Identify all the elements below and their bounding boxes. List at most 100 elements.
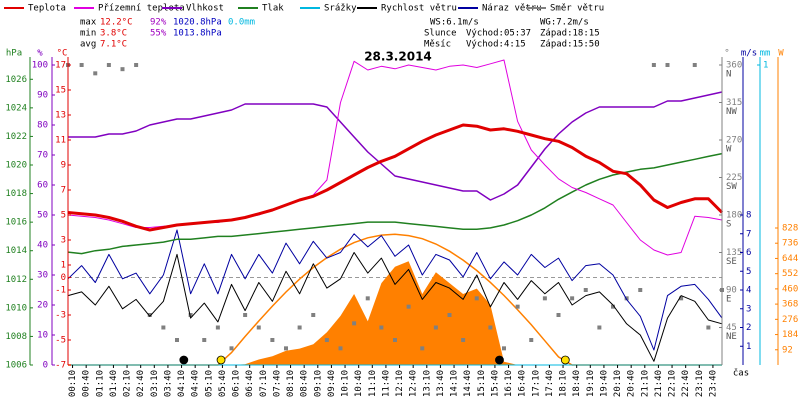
wind-direction-point (134, 63, 139, 67)
compass-label: W (726, 145, 732, 155)
x-tick-label: 10:40 (354, 370, 364, 397)
wind-direction-point (256, 325, 261, 330)
compass-label: S (726, 220, 731, 230)
y-tick-label: 92 (782, 345, 793, 355)
wind-direction-point (542, 296, 547, 301)
wind-direction-point (324, 338, 329, 342)
y-tick-label: 1006 (5, 361, 27, 371)
wind-direction-point (188, 313, 193, 317)
x-tick-label: 19:10 (586, 370, 596, 397)
x-tick-label: 16:40 (518, 370, 528, 397)
x-tick-label: 14:40 (463, 370, 473, 397)
wind-direction-point (692, 63, 697, 67)
sun-label: Slunce (424, 29, 457, 39)
series-line (67, 152, 723, 255)
legend-label: Vlhkost (186, 4, 224, 14)
y-tick-label: 1010 (5, 303, 27, 313)
x-tick-label: 15:40 (490, 370, 500, 397)
legend-label: Rychlost větru (381, 4, 457, 14)
wind-direction-point (270, 338, 275, 342)
wind-direction-point (393, 338, 397, 342)
x-tick-label: 05:10 (204, 370, 214, 397)
x-tick-label: 16:10 (504, 370, 514, 397)
legend-label: Přízemní teplota (98, 4, 185, 14)
y-tick-label: 1018 (5, 189, 27, 199)
x-tick-label: 23:40 (708, 370, 718, 397)
stat-label: avg (80, 40, 96, 50)
stat-t: 7.1°C (100, 40, 127, 50)
wind-direction-point (706, 325, 711, 330)
x-tick-label: 20:10 (613, 370, 623, 397)
y-tick-label: 17 (55, 61, 66, 71)
y-tick-label: 8 (746, 211, 751, 221)
y-tick-label: 13 (55, 111, 66, 121)
moon-marker (179, 355, 189, 365)
y-tick-label: 80 (37, 121, 48, 131)
compass-label: N (726, 70, 731, 80)
y-tick-label: 5 (746, 267, 751, 277)
wind-direction-point (611, 304, 615, 309)
y-tick-label: 1014 (5, 246, 27, 256)
y-tick-label: 2 (746, 323, 751, 333)
series-line (68, 91, 723, 201)
y-tick-label: 270 (726, 136, 742, 146)
x-tick-label: 12:40 (409, 370, 419, 397)
x-tick-label: 21:10 (640, 370, 650, 397)
wind-direction-point (624, 296, 629, 301)
wind-direction-point (175, 338, 179, 342)
moon-label: Měsíc (424, 40, 451, 50)
wind-direction-point (229, 346, 234, 351)
x-tick-label: 17:40 (545, 370, 555, 397)
y-tick-label: 225 (726, 173, 742, 183)
y-tick-label: 30 (37, 271, 48, 281)
stat-p: 1013.8hPa (173, 29, 222, 39)
x-tick-label: 10:10 (341, 370, 351, 397)
wind-direction-point (284, 346, 288, 351)
x-tick-label: 09:10 (313, 370, 323, 397)
y-tick-label: 135 (726, 248, 742, 258)
y-tick-label: 10 (37, 331, 48, 341)
y-tick-label: 15 (55, 86, 66, 96)
sun-rise: 05:37 (504, 29, 531, 39)
wind-direction-point (79, 63, 84, 67)
wind-direction-point (447, 313, 452, 317)
x-tick-label: 17:10 (531, 370, 541, 397)
y-tick-label: -5 (55, 336, 66, 346)
x-tick-label: 18:40 (572, 370, 582, 397)
y-tick-label: 1 (763, 61, 768, 71)
moon-rise: 4:15 (504, 40, 526, 50)
y-tick-label: 1 (61, 261, 66, 271)
axis-unit: °C (57, 49, 68, 59)
wind-direction-point (243, 313, 248, 317)
legend-label: Tlak (262, 4, 284, 14)
x-tick-label: 23:10 (695, 370, 705, 397)
stat-h: 55% (150, 29, 167, 39)
compass-label: SE (726, 257, 737, 267)
series-line (67, 252, 723, 362)
compass-label: E (726, 295, 731, 305)
y-tick-label: 40 (37, 241, 48, 251)
x-tick-label: 07:10 (259, 370, 269, 397)
wind-direction-point (202, 338, 207, 342)
x-tick-label: 01:40 (109, 370, 119, 397)
compass-label: SW (726, 182, 737, 192)
y-tick-label: 3 (746, 304, 751, 314)
x-tick-label: 21:40 (654, 370, 664, 397)
wind-direction-point (147, 313, 152, 317)
x-tick-label: 19:40 (599, 370, 609, 397)
y-tick-label: 736 (782, 239, 798, 249)
wind-direction-point (556, 313, 561, 317)
wind-direction-point (488, 325, 493, 330)
x-tick-label: 03:40 (163, 370, 173, 397)
legend-label: Směr větru (550, 4, 604, 14)
wind-direction-point (433, 325, 438, 330)
x-tick-label: 08:10 (286, 370, 296, 397)
y-tick-label: 45 (726, 323, 737, 333)
wind-direction-point (311, 313, 316, 317)
y-tick-label: 4 (746, 286, 751, 296)
sun-marker (216, 355, 226, 365)
stat-t: 12.2°C (100, 18, 133, 28)
stat-label: max (80, 18, 97, 28)
